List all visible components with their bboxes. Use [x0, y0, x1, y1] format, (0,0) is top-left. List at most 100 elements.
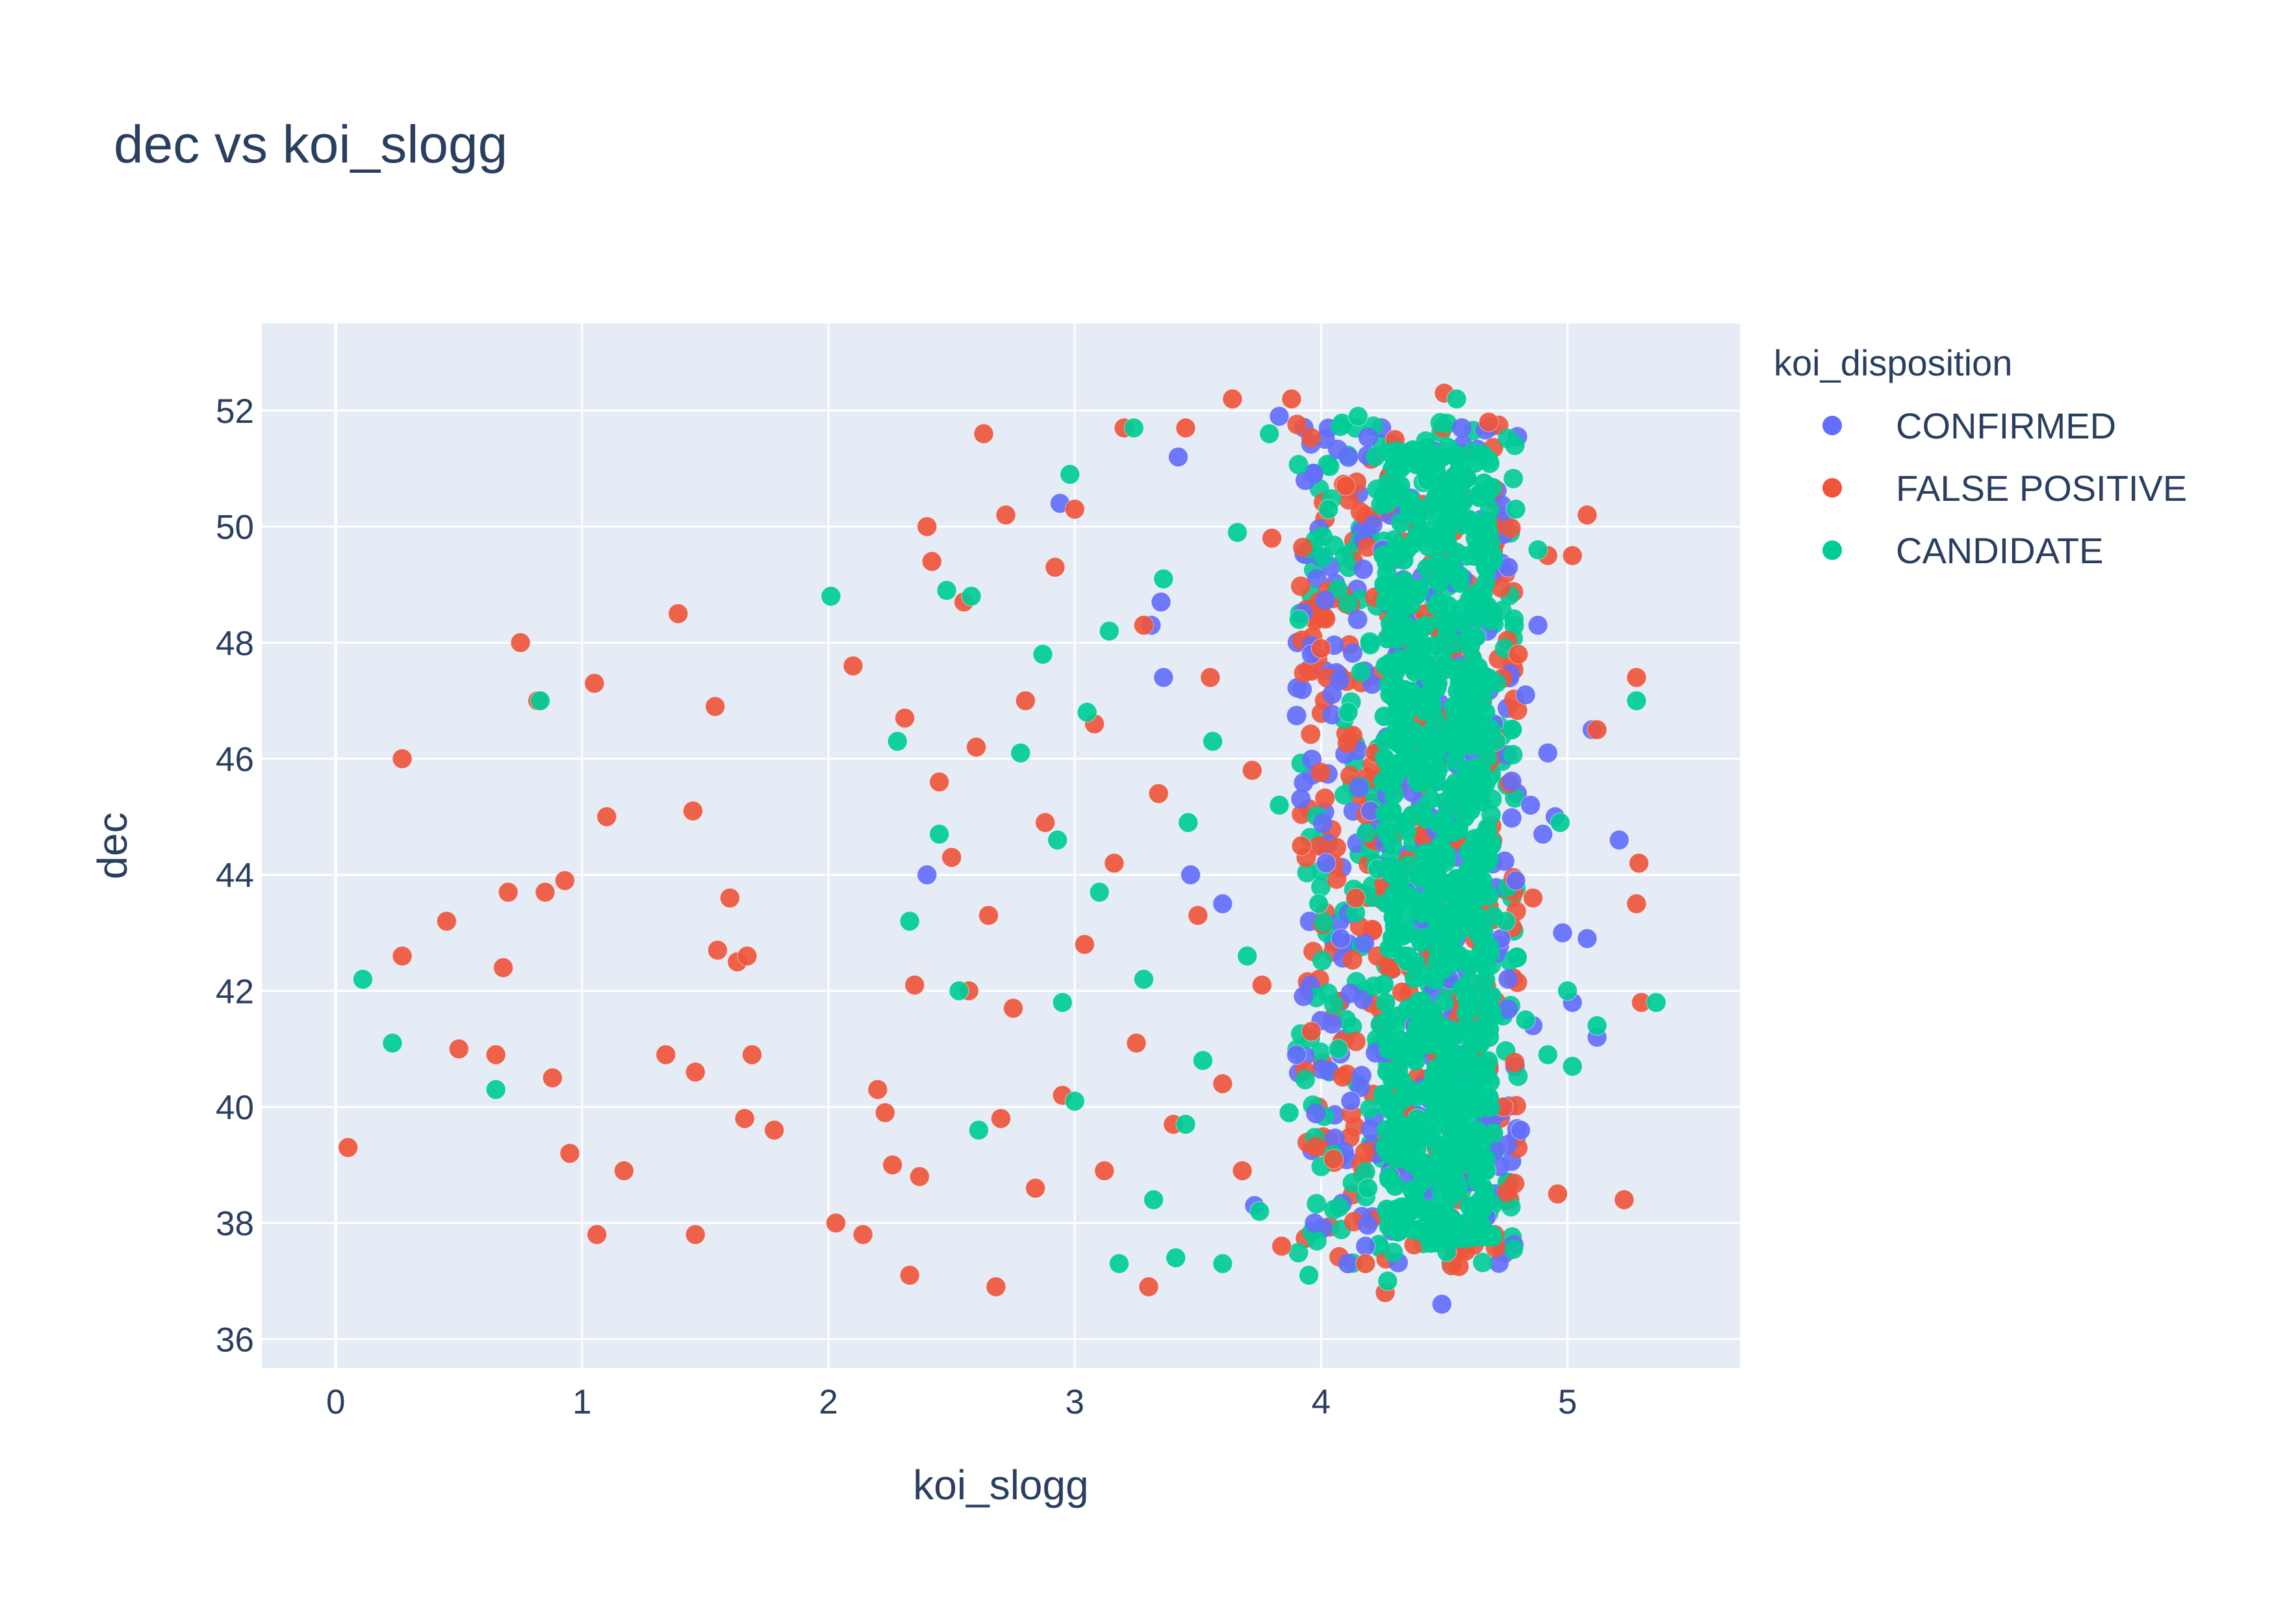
scatter-point[interactable]: [1377, 494, 1397, 514]
scatter-point[interactable]: [1148, 783, 1169, 804]
scatter-point[interactable]: [1587, 719, 1607, 740]
scatter-point[interactable]: [1427, 509, 1447, 529]
scatter-point[interactable]: [1324, 535, 1344, 555]
scatter-point[interactable]: [1383, 1243, 1403, 1262]
scatter-point[interactable]: [1435, 936, 1455, 956]
scatter-point[interactable]: [1320, 456, 1340, 476]
scatter-point[interactable]: [1468, 1099, 1488, 1119]
scatter-point[interactable]: [1143, 1189, 1164, 1210]
scatter-point[interactable]: [485, 1045, 506, 1065]
scatter-point[interactable]: [1342, 643, 1362, 663]
scatter-point[interactable]: [1269, 795, 1290, 815]
scatter-point[interactable]: [1348, 609, 1368, 629]
scatter-point[interactable]: [1212, 1253, 1233, 1274]
scatter-point[interactable]: [656, 1045, 676, 1065]
scatter-point[interactable]: [1388, 441, 1408, 461]
scatter-point[interactable]: [1412, 991, 1432, 1011]
scatter-point[interactable]: [1355, 1253, 1376, 1274]
scatter-point[interactable]: [1433, 921, 1453, 941]
scatter-point[interactable]: [1328, 579, 1348, 599]
scatter-point[interactable]: [1476, 969, 1496, 989]
scatter-point[interactable]: [448, 1039, 469, 1059]
scatter-point[interactable]: [1391, 579, 1411, 599]
scatter-point[interactable]: [1212, 1073, 1233, 1094]
scatter-point[interactable]: [493, 958, 514, 978]
scatter-point[interactable]: [1351, 662, 1371, 682]
scatter-point[interactable]: [1349, 778, 1369, 798]
scatter-point[interactable]: [1626, 893, 1647, 914]
scatter-point[interactable]: [1361, 635, 1380, 655]
scatter-point[interactable]: [1382, 928, 1402, 948]
scatter-point[interactable]: [1305, 1213, 1325, 1233]
scatter-point[interactable]: [1451, 418, 1472, 438]
scatter-point[interactable]: [1153, 667, 1174, 688]
scatter-point[interactable]: [1626, 691, 1647, 711]
scatter-point[interactable]: [1467, 1128, 1487, 1148]
scatter-point[interactable]: [1315, 590, 1335, 611]
scatter-point[interactable]: [1494, 851, 1514, 871]
scatter-point[interactable]: [1338, 702, 1359, 722]
scatter-point[interactable]: [1431, 1294, 1452, 1315]
scatter-point[interactable]: [1032, 644, 1053, 665]
scatter-point[interactable]: [1294, 663, 1314, 683]
scatter-point[interactable]: [941, 847, 962, 868]
scatter-point[interactable]: [1482, 1006, 1502, 1026]
scatter-point[interactable]: [1279, 1102, 1299, 1123]
scatter-point[interactable]: [1052, 992, 1073, 1013]
scatter-point[interactable]: [1311, 877, 1331, 897]
scatter-point[interactable]: [1396, 616, 1416, 636]
scatter-point[interactable]: [1472, 946, 1492, 966]
scatter-point[interactable]: [1288, 609, 1309, 630]
scatter-point[interactable]: [1338, 557, 1359, 577]
scatter-point[interactable]: [1322, 705, 1342, 725]
scatter-point[interactable]: [1377, 1271, 1398, 1291]
scatter-point[interactable]: [1287, 414, 1307, 435]
scatter-point[interactable]: [1444, 781, 1464, 801]
scatter-point[interactable]: [1614, 1189, 1635, 1210]
scatter-point[interactable]: [1466, 677, 1486, 697]
scatter-point[interactable]: [1503, 468, 1524, 488]
scatter-point[interactable]: [338, 1137, 359, 1158]
scatter-point[interactable]: [1380, 685, 1400, 705]
scatter-point[interactable]: [1413, 1223, 1433, 1243]
scatter-point[interactable]: [668, 603, 689, 624]
scatter-point[interactable]: [1402, 805, 1422, 825]
scatter-point[interactable]: [1472, 768, 1492, 789]
scatter-point[interactable]: [1396, 887, 1416, 907]
scatter-point[interactable]: [1291, 835, 1312, 856]
scatter-point[interactable]: [1376, 1136, 1396, 1156]
scatter-point[interactable]: [1461, 800, 1481, 820]
scatter-point[interactable]: [1392, 946, 1412, 966]
scatter-point[interactable]: [1626, 667, 1647, 688]
scatter-point[interactable]: [1505, 435, 1525, 455]
scatter-point[interactable]: [1340, 1091, 1361, 1111]
scatter-point[interactable]: [1346, 887, 1366, 908]
scatter-point[interactable]: [1504, 609, 1524, 629]
scatter-point[interactable]: [1168, 447, 1188, 467]
scatter-point[interactable]: [1400, 490, 1420, 510]
scatter-point[interactable]: [708, 940, 728, 961]
scatter-point[interactable]: [1337, 733, 1357, 753]
scatter-point[interactable]: [961, 586, 982, 607]
scatter-point[interactable]: [1457, 769, 1477, 789]
scatter-point[interactable]: [1384, 784, 1404, 804]
scatter-point[interactable]: [1314, 912, 1334, 932]
scatter-point[interactable]: [1294, 772, 1314, 793]
scatter-point[interactable]: [1232, 1160, 1253, 1181]
scatter-point[interactable]: [1405, 1051, 1425, 1071]
scatter-point[interactable]: [596, 806, 617, 827]
scatter-point[interactable]: [882, 1154, 903, 1175]
scatter-point[interactable]: [1477, 596, 1498, 616]
scatter-point[interactable]: [1104, 853, 1125, 874]
scatter-point[interactable]: [1405, 969, 1425, 989]
scatter-point[interactable]: [1413, 451, 1433, 472]
scatter-point[interactable]: [1318, 983, 1338, 1003]
scatter-point[interactable]: [1505, 1173, 1525, 1193]
scatter-point[interactable]: [936, 580, 957, 601]
scatter-point[interactable]: [867, 1079, 888, 1100]
scatter-point[interactable]: [1435, 656, 1455, 676]
scatter-point[interactable]: [1403, 1154, 1423, 1174]
scatter-point[interactable]: [1138, 1276, 1159, 1297]
scatter-point[interactable]: [1346, 1032, 1366, 1052]
